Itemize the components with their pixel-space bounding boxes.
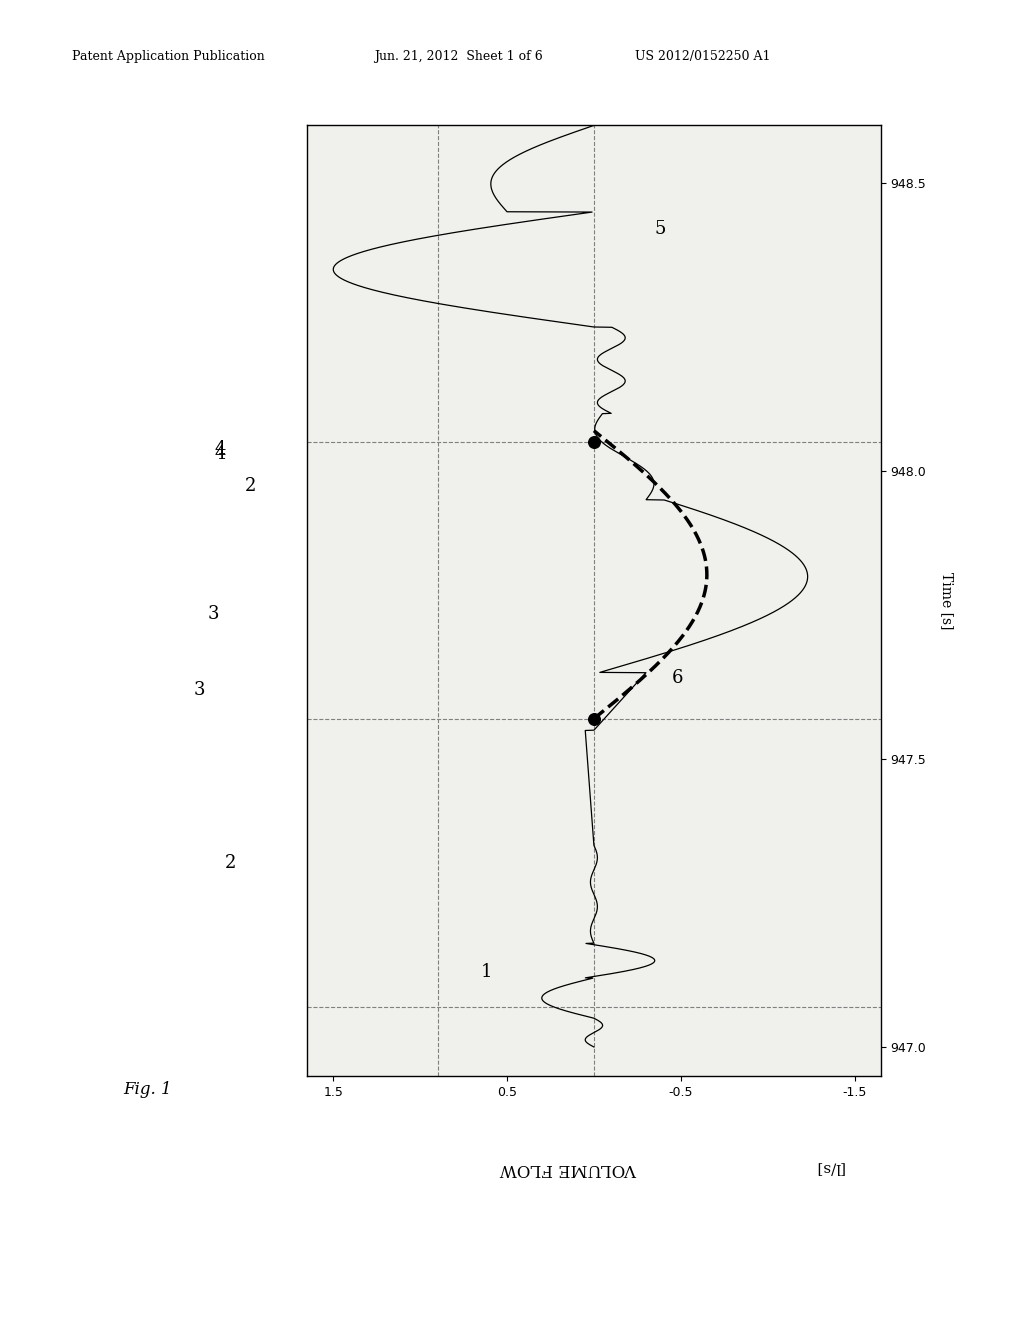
Text: US 2012/0152250 A1: US 2012/0152250 A1 [635,50,770,63]
Text: VOLUME FLOW: VOLUME FLOW [500,1160,637,1176]
Text: 2: 2 [224,854,237,871]
Text: 3: 3 [194,681,206,698]
Text: Fig. 1: Fig. 1 [123,1081,171,1097]
Text: 4: 4 [214,440,226,458]
Point [586,708,602,729]
Text: 2: 2 [245,477,257,495]
Text: Jun. 21, 2012  Sheet 1 of 6: Jun. 21, 2012 Sheet 1 of 6 [374,50,543,63]
Text: 5: 5 [654,220,666,238]
Text: 4: 4 [214,445,226,463]
Point [586,432,602,453]
Text: [l/s]: [l/s] [815,1162,844,1175]
Text: 1: 1 [480,964,492,981]
Text: 3: 3 [207,605,219,623]
Text: Patent Application Publication: Patent Application Publication [72,50,264,63]
Y-axis label: Time [s]: Time [s] [940,572,954,630]
Text: 6: 6 [672,669,683,688]
